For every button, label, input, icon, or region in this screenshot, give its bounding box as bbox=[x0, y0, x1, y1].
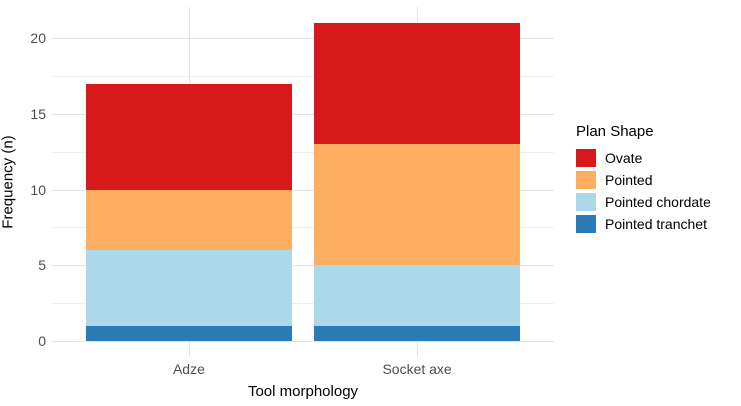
bar-segment-pointed bbox=[86, 189, 292, 251]
y-tick-label: 0 bbox=[38, 333, 46, 350]
legend-label: Ovate bbox=[605, 150, 643, 166]
legend-title: Plan Shape bbox=[576, 123, 654, 140]
legend-key-swatch bbox=[576, 193, 596, 211]
legend: Plan Shape Ovate Pointed Pointed chordate P… bbox=[576, 124, 711, 237]
x-axis-title: Tool morphology bbox=[247, 383, 359, 400]
bar-segment-pointed-chordate bbox=[86, 250, 292, 326]
bar-segment-pointed bbox=[314, 144, 520, 266]
legend-label: Pointed chordate bbox=[605, 194, 711, 210]
legend-row: Pointed tranchet bbox=[576, 215, 711, 233]
legend-label: Pointed bbox=[605, 172, 653, 188]
y-tick-label: 20 bbox=[30, 30, 46, 47]
legend-key-swatch bbox=[576, 171, 596, 189]
x-tick-label: Socket axe bbox=[382, 361, 452, 377]
bar-segment-ovate bbox=[314, 22, 520, 145]
y-tick-label: 15 bbox=[30, 105, 46, 122]
x-tick-label: Adze bbox=[172, 361, 205, 377]
legend-row: Pointed bbox=[576, 171, 711, 189]
bar-segment-pointed-tranchet bbox=[314, 325, 520, 342]
legend-key-swatch bbox=[576, 215, 596, 233]
bar-segment-pointed-chordate bbox=[314, 265, 520, 326]
gridline-major bbox=[52, 341, 554, 343]
legend-row: Pointed chordate bbox=[576, 193, 711, 211]
bar-segment-ovate bbox=[86, 83, 292, 190]
legend-row: Ovate bbox=[576, 149, 711, 167]
legend-items: Ovate Pointed Pointed chordate Pointed tran… bbox=[576, 149, 711, 233]
legend-label: Pointed tranchet bbox=[605, 216, 707, 232]
legend-key-swatch bbox=[576, 149, 596, 167]
bar-segment-pointed-tranchet bbox=[86, 325, 292, 342]
y-tick-label: 10 bbox=[30, 181, 46, 198]
y-tick-label: 5 bbox=[38, 257, 46, 274]
